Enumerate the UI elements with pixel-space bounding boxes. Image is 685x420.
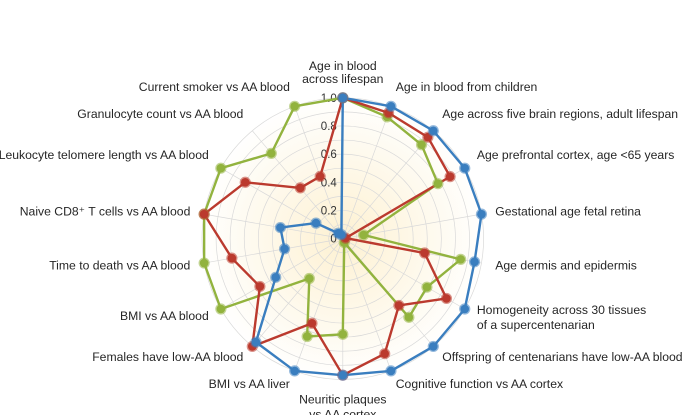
svg-text:Age across five brain regions,: Age across five brain regions, adult lif…	[442, 107, 678, 121]
svg-text:0.2: 0.2	[321, 205, 337, 217]
svg-text:Gestational age fetal retina: Gestational age fetal retina	[495, 205, 641, 219]
svg-text:vs AA cortex: vs AA cortex	[309, 407, 376, 415]
svg-text:Females have low-AA blood: Females have low-AA blood	[92, 350, 243, 364]
svg-text:BMI vs AA blood: BMI vs AA blood	[120, 309, 209, 323]
svg-text:Current smoker vs AA blood: Current smoker vs AA blood	[139, 80, 290, 94]
svg-text:Age prefrontal cortex, age <65: Age prefrontal cortex, age <65 years	[477, 148, 675, 162]
svg-text:Time to death vs AA blood: Time to death vs AA blood	[49, 258, 190, 272]
svg-text:of a supercentenarian: of a supercentenarian	[477, 318, 595, 332]
svg-text:Naive CD8⁺ T cells vs AA blood: Naive CD8⁺ T cells vs AA blood	[20, 205, 191, 219]
svg-text:Age dermis and epidermis: Age dermis and epidermis	[495, 258, 637, 272]
svg-text:Leukocyte telomere length vs A: Leukocyte telomere length vs AA blood	[0, 148, 209, 162]
svg-text:Cognitive function vs AA corte: Cognitive function vs AA cortex	[396, 377, 563, 391]
svg-text:Age in blood from children: Age in blood from children	[396, 80, 538, 94]
svg-text:Homogeneity across 30 tissues: Homogeneity across 30 tissues	[477, 303, 646, 317]
svg-text:0.6: 0.6	[321, 149, 337, 161]
svg-text:Granulocyte count vs AA blood: Granulocyte count vs AA blood	[77, 107, 243, 121]
svg-text:Neuritic plaques: Neuritic plaques	[299, 392, 386, 406]
svg-text:Offspring of centenarians have: Offspring of centenarians have low-AA bl…	[442, 350, 682, 364]
svg-text:BMI vs AA liver: BMI vs AA liver	[209, 377, 290, 391]
svg-text:Age in blood: Age in blood	[309, 59, 377, 73]
svg-text:across lifespan: across lifespan	[302, 72, 383, 86]
